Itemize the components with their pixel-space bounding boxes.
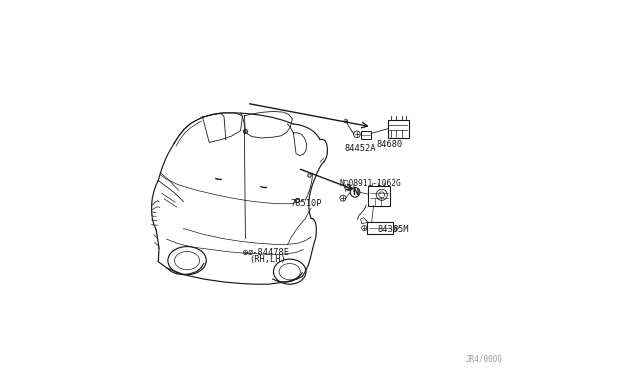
Text: 84452A: 84452A [345, 144, 376, 153]
Bar [360, 131, 371, 139]
Text: 78510P: 78510P [291, 199, 322, 208]
Bar [367, 222, 393, 234]
Text: N: N [352, 188, 358, 197]
Text: N​08911-1062G: N​08911-1062G [340, 179, 401, 188]
Bar [368, 186, 390, 206]
Text: (RH,LH): (RH,LH) [249, 254, 286, 264]
Text: (2): (2) [342, 185, 356, 193]
Text: ø-84478E: ø-84478E [248, 248, 290, 257]
Text: 84680: 84680 [376, 140, 403, 149]
Bar [388, 119, 409, 138]
Text: 84365M: 84365M [377, 225, 409, 234]
Text: JR4/0000: JR4/0000 [466, 354, 503, 363]
